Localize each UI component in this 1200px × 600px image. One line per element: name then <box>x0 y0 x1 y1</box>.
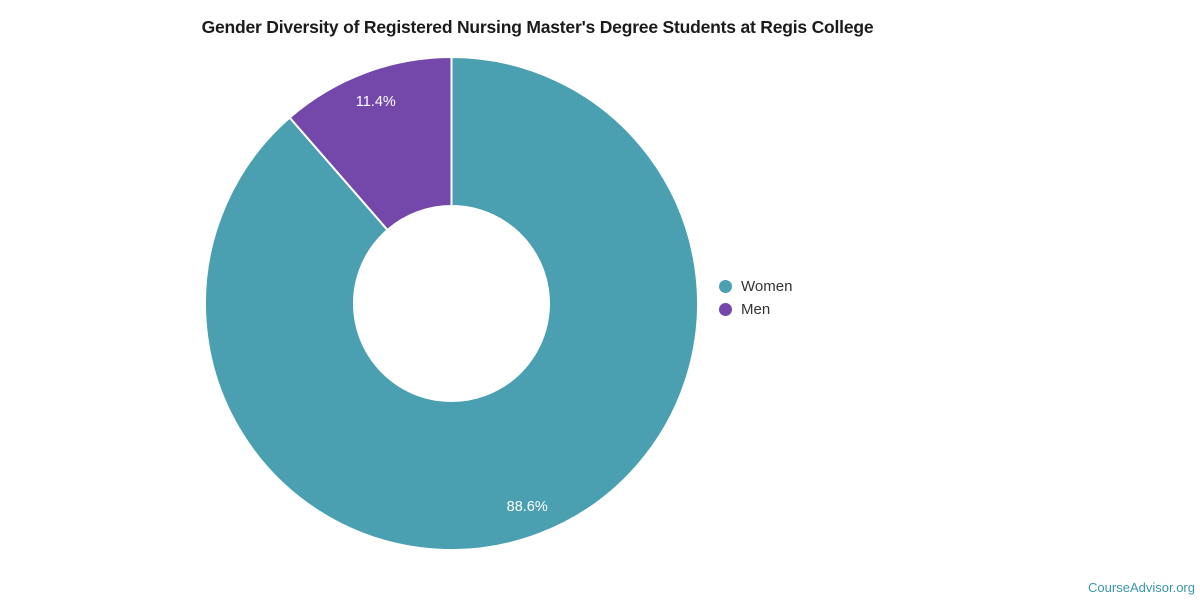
slice-label-men: 11.4% <box>356 94 396 110</box>
legend-label-men: Men <box>741 301 771 318</box>
chart-title: Gender Diversity of Registered Nursing M… <box>201 17 874 37</box>
legend-item-men[interactable]: Men <box>719 301 792 318</box>
legend-item-women[interactable]: Women <box>719 278 792 295</box>
attribution-link[interactable]: CourseAdvisor.org <box>1088 580 1195 595</box>
legend-marker-women-icon <box>719 280 732 293</box>
legend-marker-men-icon <box>719 303 732 316</box>
pie-slice-women[interactable] <box>204 56 699 551</box>
legend: Women Men <box>719 278 792 318</box>
pie-slice-men[interactable] <box>288 56 453 231</box>
legend-label-women: Women <box>741 278 793 295</box>
slice-label-women: 88.6% <box>507 499 548 515</box>
